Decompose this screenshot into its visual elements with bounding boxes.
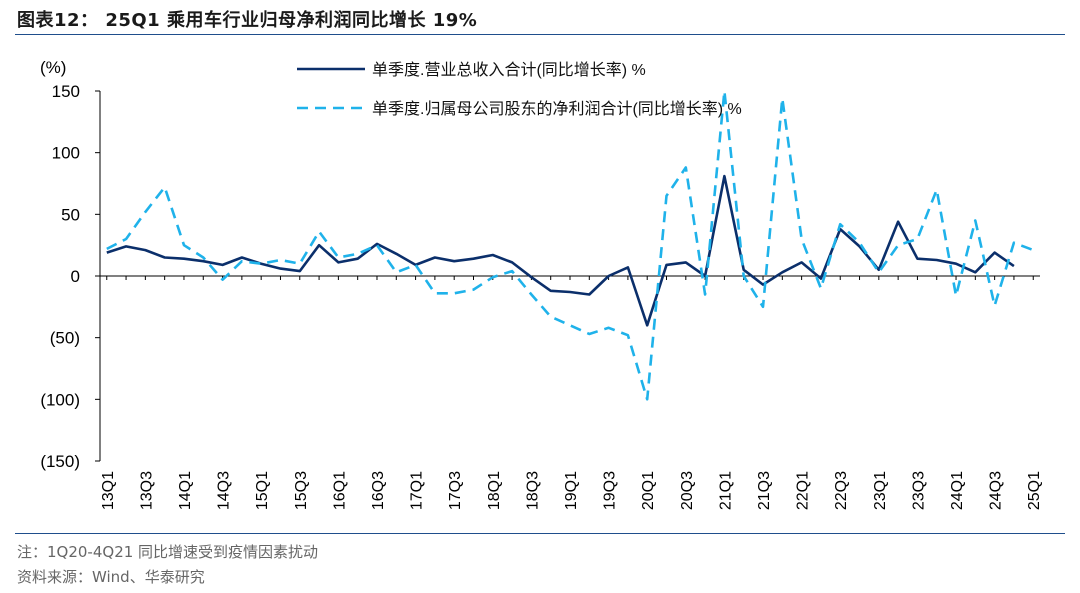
x-tick-label: 20Q3: [679, 471, 696, 510]
footnote: 注：1Q20-4Q21 同比增速受到疫情因素扰动: [17, 543, 319, 561]
title-rule: [15, 34, 1065, 35]
chart-axes: 150 100 50 0 (50) (100) (150) (%) 13Q1 13Q3 14Q1 14…: [40, 58, 1043, 510]
y-tick-label: (50): [50, 329, 80, 348]
x-tick-label: 25Q1: [1026, 471, 1043, 510]
chart-series: [106, 89, 1034, 401]
x-tick-label: 24Q1: [949, 471, 966, 510]
legend-label-1: 单季度.营业总收入合计(同比增长率) %: [372, 61, 646, 79]
x-tick-label: 24Q3: [988, 471, 1005, 510]
y-axis-unit: (%): [40, 58, 66, 77]
x-tick-label: 21Q1: [717, 471, 734, 510]
line-chart: 150 100 50 0 (50) (100) (150) (%) 13Q1 13Q3 14Q1 14…: [40, 58, 1043, 510]
revenue-growth-line: [106, 174, 1015, 327]
x-tick-label: 13Q1: [100, 471, 117, 510]
x-tick-label: 15Q1: [254, 471, 271, 510]
x-tick-label: 13Q3: [138, 471, 155, 510]
legend-label-2: 单季度.归属母公司股东的净利润合计(同比增长率) %: [372, 100, 742, 118]
footer-rule: [15, 533, 1065, 534]
x-tick-label: 22Q3: [833, 471, 850, 510]
x-tick-label: 14Q1: [177, 471, 194, 510]
y-tick-label: (100): [40, 390, 80, 409]
source-note: 资料来源：Wind、华泰研究: [17, 568, 205, 586]
x-tick-label: 14Q3: [216, 471, 233, 510]
y-tick-label: 100: [52, 144, 80, 163]
x-tick-label: 18Q3: [524, 471, 541, 510]
y-tick-label: (150): [40, 452, 80, 471]
x-tick-label: 21Q3: [756, 471, 773, 510]
x-tick-label: 22Q1: [795, 471, 812, 510]
y-tick-label: 0: [71, 267, 80, 286]
x-tick-label: 23Q3: [910, 471, 927, 510]
x-tick-label: 16Q1: [331, 471, 348, 510]
chart-title: 图表12： 25Q1 乘用车行业归母净利润同比增长 19%: [17, 10, 478, 31]
x-tick-label: 18Q1: [486, 471, 503, 510]
x-tick-label: 17Q3: [447, 471, 464, 510]
x-tick-label: 17Q1: [409, 471, 426, 510]
x-tick-label: 19Q3: [602, 471, 619, 510]
y-tick-label: 150: [52, 82, 80, 101]
x-tick-label: 15Q3: [293, 471, 310, 510]
x-tick-label: 16Q3: [370, 471, 387, 510]
net-profit-growth-line: [106, 89, 1034, 401]
chart-legend: 单季度.营业总收入合计(同比增长率) % 单季度.归属母公司股东的净利润合计(同比…: [297, 61, 742, 118]
x-tick-label: 20Q1: [640, 471, 657, 510]
x-tick-label: 19Q1: [563, 471, 580, 510]
y-tick-label: 50: [61, 205, 80, 224]
x-tick-label: 23Q1: [872, 471, 889, 510]
